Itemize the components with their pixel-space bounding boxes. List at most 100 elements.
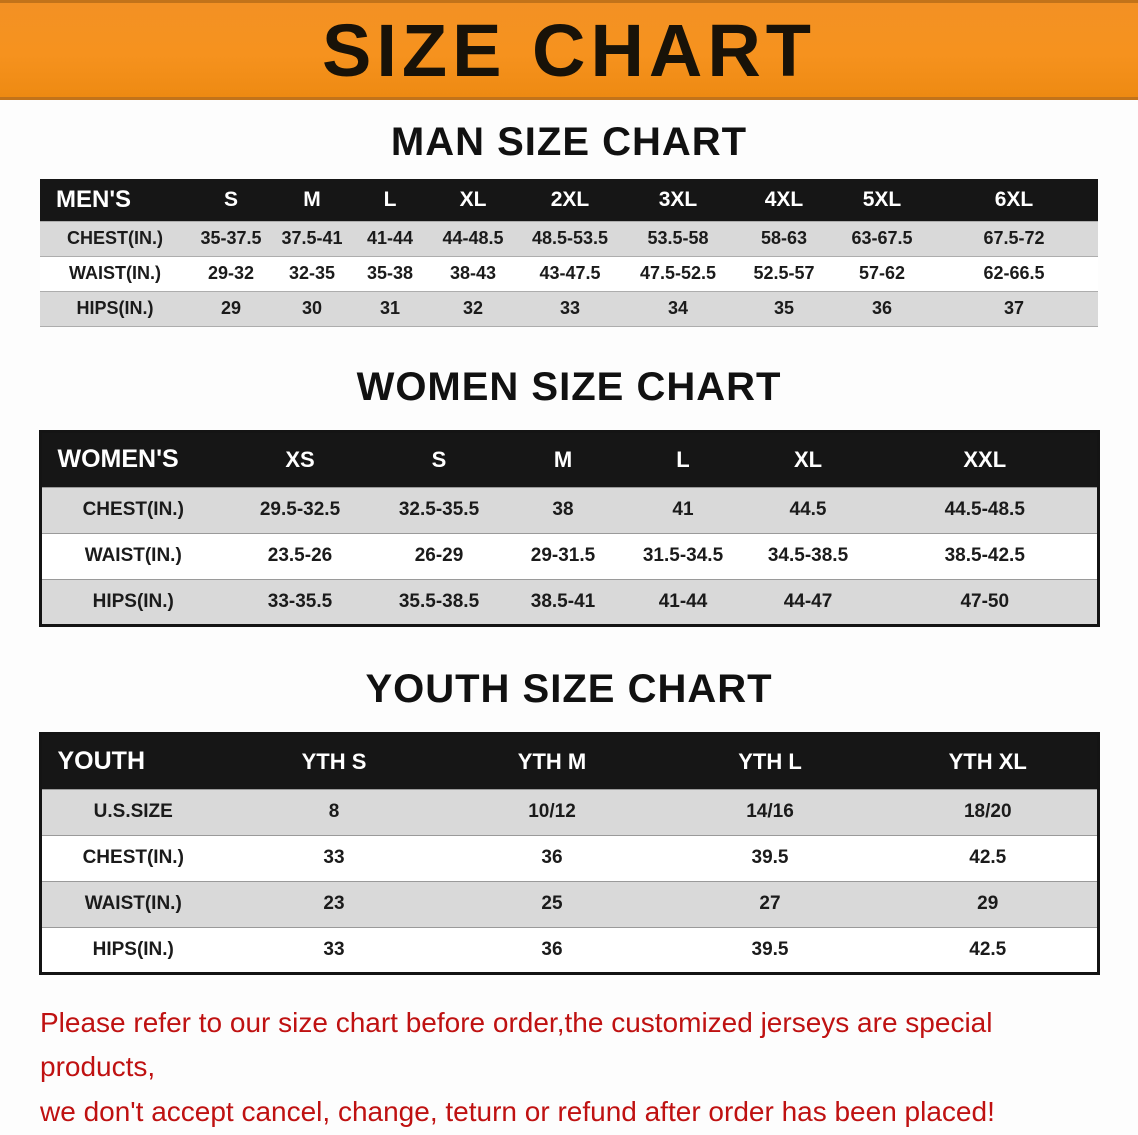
column-header-cell: YTH M: [443, 733, 661, 789]
value-cell: 32: [428, 290, 518, 327]
column-header-cell: YTH L: [661, 733, 879, 789]
value-cell: 30: [272, 290, 352, 327]
value-cell: 35-38: [352, 255, 428, 291]
column-header-cell: 2XL: [518, 179, 622, 221]
row-label-cell: HIPS(IN.): [40, 290, 190, 327]
table-row: CHEST(IN.) 33 36 39.5 42.5: [40, 834, 1098, 881]
youth-section-title: YOUTH SIZE CHART: [365, 666, 773, 711]
value-cell: 43-47.5: [518, 255, 622, 291]
value-cell: 29-31.5: [503, 532, 623, 579]
value-cell: 44.5-48.5: [873, 486, 1098, 533]
row-label-cell: CHEST(IN.): [40, 486, 225, 533]
value-cell: 44-48.5: [428, 220, 518, 256]
value-cell: 42.5: [879, 834, 1098, 881]
value-cell: 36: [834, 290, 930, 327]
value-cell: 34.5-38.5: [743, 532, 873, 579]
column-header-cell: YTH XL: [879, 733, 1098, 789]
value-cell: 47.5-52.5: [622, 255, 734, 291]
value-cell: 41: [623, 486, 743, 533]
disclaimer-note: Please refer to our size chart before or…: [40, 1001, 1098, 1135]
disclaimer-line-1: Please refer to our size chart before or…: [40, 1006, 993, 1083]
table-row: HIPS(IN.) 33 36 39.5 42.5: [40, 926, 1098, 973]
value-cell: 52.5-57: [734, 255, 834, 291]
value-cell: 25: [443, 880, 661, 927]
row-label-cell: WAIST(IN.): [40, 880, 225, 927]
value-cell: 38.5-41: [503, 578, 623, 625]
row-label-cell: CHEST(IN.): [40, 220, 190, 256]
value-cell: 67.5-72: [930, 220, 1098, 256]
table-row: HIPS(IN.) 33-35.5 35.5-38.5 38.5-41 41-4…: [40, 578, 1098, 625]
value-cell: 47-50: [873, 578, 1098, 625]
table-header-row: MEN'S S M L XL 2XL 3XL 4XL 5XL 6XL: [40, 179, 1098, 221]
value-cell: 14/16: [661, 788, 879, 835]
value-cell: 58-63: [734, 220, 834, 256]
table-row: WAIST(IN.) 23.5-26 26-29 29-31.5 31.5-34…: [40, 532, 1098, 579]
table-title-cell: MEN'S: [40, 179, 190, 221]
value-cell: 32.5-35.5: [375, 486, 503, 533]
value-cell: 29: [190, 290, 272, 327]
value-cell: 36: [443, 834, 661, 881]
table-row: WAIST(IN.) 23 25 27 29: [40, 880, 1098, 927]
value-cell: 10/12: [443, 788, 661, 835]
value-cell: 44-47: [743, 578, 873, 625]
value-cell: 27: [661, 880, 879, 927]
value-cell: 36: [443, 926, 661, 973]
value-cell: 33: [518, 290, 622, 327]
value-cell: 57-62: [834, 255, 930, 291]
table-row: WAIST(IN.) 29-32 32-35 35-38 38-43 43-47…: [40, 255, 1098, 291]
value-cell: 29: [879, 880, 1098, 927]
women-size-table: WOMEN'S XS S M L XL XXL CHEST(IN.) 29.5-…: [38, 429, 1100, 627]
value-cell: 35-37.5: [190, 220, 272, 256]
row-label-cell: U.S.SIZE: [40, 788, 225, 835]
value-cell: 63-67.5: [834, 220, 930, 256]
youth-size-table: YOUTH YTH S YTH M YTH L YTH XL U.S.SIZE …: [38, 731, 1100, 975]
column-header-cell: XS: [225, 431, 375, 487]
table-title-cell: WOMEN'S: [40, 431, 225, 487]
value-cell: 23.5-26: [225, 532, 375, 579]
value-cell: 35: [734, 290, 834, 327]
disclaimer-line-2: we don't accept cancel, change, teturn o…: [40, 1096, 995, 1128]
value-cell: 39.5: [661, 834, 879, 881]
value-cell: 38: [503, 486, 623, 533]
column-header-cell: S: [190, 179, 272, 221]
men-section-title: MAN SIZE CHART: [390, 120, 748, 164]
column-header-cell: L: [623, 431, 743, 487]
value-cell: 41-44: [623, 578, 743, 625]
value-cell: 62-66.5: [930, 255, 1098, 291]
value-cell: 31: [352, 290, 428, 327]
column-header-cell: S: [375, 431, 503, 487]
value-cell: 33-35.5: [225, 578, 375, 625]
value-cell: 48.5-53.5: [518, 220, 622, 256]
value-cell: 23: [225, 880, 443, 927]
value-cell: 33: [225, 926, 443, 973]
row-label-cell: HIPS(IN.): [40, 926, 225, 973]
table-header-row: WOMEN'S XS S M L XL XXL: [40, 431, 1098, 487]
column-header-cell: M: [272, 179, 352, 221]
women-section-title: WOMEN SIZE CHART: [356, 364, 782, 409]
value-cell: 32-35: [272, 255, 352, 291]
row-label-cell: HIPS(IN.): [40, 578, 225, 625]
value-cell: 29.5-32.5: [225, 486, 375, 533]
column-header-cell: 6XL: [930, 179, 1098, 221]
table-row: CHEST(IN.) 35-37.5 37.5-41 41-44 44-48.5…: [40, 220, 1098, 256]
men-size-table: MEN'S S M L XL 2XL 3XL 4XL 5XL 6XL CHEST…: [40, 179, 1098, 327]
table-row: CHEST(IN.) 29.5-32.5 32.5-35.5 38 41 44.…: [40, 486, 1098, 533]
row-label-cell: CHEST(IN.): [40, 834, 225, 881]
row-label-cell: WAIST(IN.): [40, 532, 225, 579]
table-header-row: YOUTH YTH S YTH M YTH L YTH XL: [40, 733, 1098, 789]
column-header-cell: XXL: [873, 431, 1098, 487]
value-cell: 37.5-41: [272, 220, 352, 256]
value-cell: 31.5-34.5: [623, 532, 743, 579]
value-cell: 38-43: [428, 255, 518, 291]
value-cell: 41-44: [352, 220, 428, 256]
banner-title: SIZE CHART: [322, 8, 816, 92]
value-cell: 26-29: [375, 532, 503, 579]
column-header-cell: 4XL: [734, 179, 834, 221]
value-cell: 53.5-58: [622, 220, 734, 256]
value-cell: 34: [622, 290, 734, 327]
size-chart-banner: SIZE CHART: [0, 0, 1138, 100]
column-header-cell: 3XL: [622, 179, 734, 221]
column-header-cell: XL: [743, 431, 873, 487]
value-cell: 44.5: [743, 486, 873, 533]
value-cell: 39.5: [661, 926, 879, 973]
